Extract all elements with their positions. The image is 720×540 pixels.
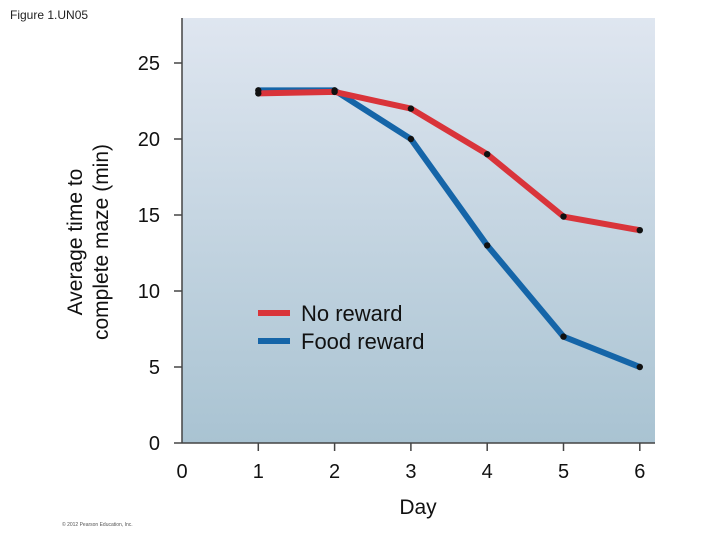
food-reward-point xyxy=(636,363,643,371)
food-reward-point xyxy=(407,135,415,143)
y-axis-title-line: complete maze (min) xyxy=(90,144,113,340)
food-reward-point xyxy=(484,242,491,249)
y-tick-label: 5 xyxy=(149,357,160,379)
x-tick-label: 1 xyxy=(253,461,264,483)
y-tick-label: 15 xyxy=(138,205,160,227)
copyright-note: © 2012 Pearson Education, Inc. xyxy=(62,522,133,528)
food-reward-point xyxy=(255,87,262,94)
plot-background xyxy=(182,18,655,443)
food-reward-point xyxy=(560,333,567,340)
y-tick-label: 20 xyxy=(138,129,160,151)
no-reward-point xyxy=(560,213,567,220)
no-reward-line xyxy=(258,88,641,234)
x-tick-label: 3 xyxy=(405,461,416,483)
y-axis-title: Average time to complete maze (min) xyxy=(64,144,113,340)
x-tick-label: 6 xyxy=(634,461,645,483)
no-reward-point xyxy=(636,227,643,234)
y-tick-label: 25 xyxy=(138,53,160,75)
no-reward-point xyxy=(484,151,491,158)
food-reward-legend-label: Food reward xyxy=(301,329,425,354)
x-tick-label: 4 xyxy=(482,461,493,483)
y-tick-label: 0 xyxy=(149,433,160,455)
no-reward-point xyxy=(407,105,415,112)
x-tick-label: 5 xyxy=(558,461,569,483)
food-reward-point xyxy=(331,87,338,94)
x-tick-label: 2 xyxy=(329,461,340,483)
no-reward-legend-label: No reward xyxy=(301,301,402,326)
y-axis-title-line: Average time to xyxy=(64,169,87,316)
x-tick-label: 0 xyxy=(176,461,187,483)
x-axis-title: Day xyxy=(399,496,437,519)
y-tick-label: 10 xyxy=(138,281,160,303)
figure-label: Figure 1.UN05 xyxy=(10,8,89,22)
